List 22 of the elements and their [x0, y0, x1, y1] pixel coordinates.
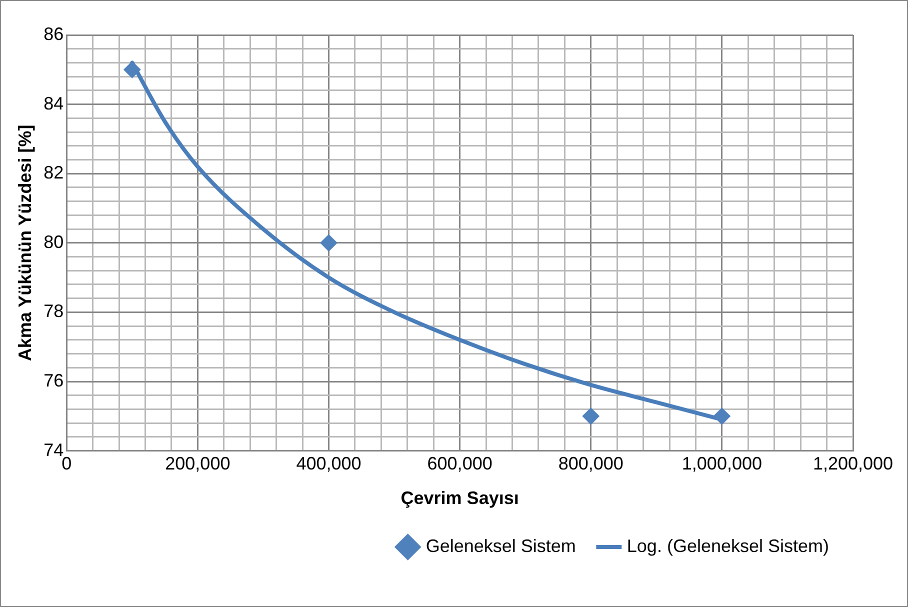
point — [320, 234, 338, 252]
y-tick-label: 74 — [44, 440, 64, 460]
y-tick-label: 76 — [44, 370, 64, 390]
point — [582, 408, 600, 425]
y-tick-label: 80 — [44, 232, 64, 252]
y-tick-label: 78 — [44, 301, 64, 322]
legend-label: Geleneksel Sistem — [426, 536, 576, 556]
x-tick-label: 1,000,000 — [682, 454, 762, 474]
y-tick-label: 86 — [44, 24, 64, 44]
x-tick-label: 400,000 — [296, 454, 362, 474]
x-tick-label: 600,000 — [427, 454, 492, 474]
x-tick-label: 1,200,000 — [812, 454, 894, 474]
legend-label: Log. (Geleneksel Sistem) — [626, 536, 830, 556]
point — [124, 61, 141, 78]
y-tick-label: 82 — [44, 162, 64, 183]
point — [713, 408, 730, 425]
y-tick-label: 84 — [44, 93, 64, 114]
x-tick-label: 200,000 — [165, 454, 230, 474]
x-tick-label: 0 — [62, 454, 72, 474]
x-axis-title: Çevrim Sayısı — [400, 488, 519, 508]
x-tick-label: 800,000 — [558, 454, 624, 474]
y-axis-title: Akma Yükünün Yüzdesi [%] — [14, 124, 35, 362]
